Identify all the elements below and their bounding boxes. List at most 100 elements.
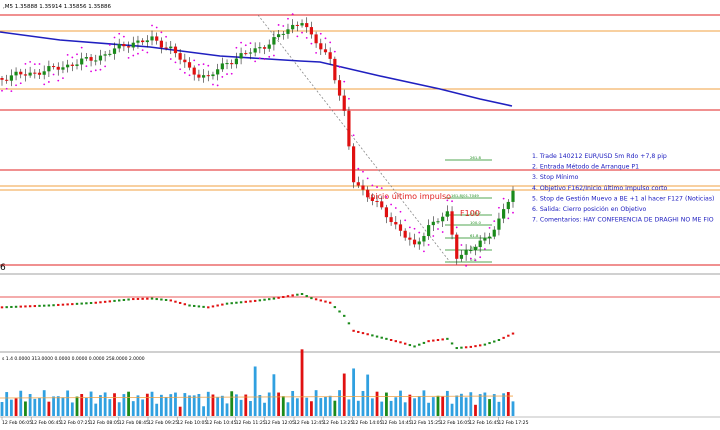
candle-body[interactable] [141,40,145,43]
candle-body[interactable] [33,72,37,74]
candle-body[interactable] [502,209,506,219]
candle-body[interactable] [225,63,229,65]
candle-body[interactable] [492,229,496,237]
candle-body[interactable] [108,53,112,55]
candle-body[interactable] [412,239,417,245]
candle-body[interactable] [441,216,445,222]
candle-body[interactable] [122,44,126,47]
candle-body[interactable] [220,63,224,70]
candle-body[interactable] [295,24,299,26]
candle-body[interactable] [281,33,285,35]
candle-body[interactable] [136,40,140,43]
candle-body[interactable] [403,230,407,238]
candle-body[interactable] [187,62,192,68]
candle-body[interactable] [169,46,173,49]
candle-body[interactable] [267,44,271,49]
candle-body[interactable] [66,64,70,68]
candle-body[interactable] [94,60,98,62]
candle-body[interactable] [89,57,93,61]
candle-body[interactable] [9,75,13,81]
candle-body[interactable] [417,241,421,245]
candle-body[interactable] [309,27,314,35]
candle-body[interactable] [511,190,515,202]
candle-body[interactable] [14,71,18,76]
candle-body[interactable] [75,64,79,66]
candle-body[interactable] [464,250,468,255]
candle-body[interactable] [248,52,253,54]
candle-body[interactable] [103,54,107,56]
candle-body[interactable] [244,53,248,55]
candle-body[interactable] [234,58,239,65]
candle-body[interactable] [323,49,328,53]
candle-body[interactable] [483,238,487,241]
candle-body[interactable] [398,224,403,231]
candle-body[interactable] [384,207,389,218]
candle-body[interactable] [319,43,323,50]
candle-body[interactable] [47,66,51,72]
candle-body[interactable] [431,221,435,226]
candle-body[interactable] [230,63,234,65]
candle-body[interactable] [276,34,281,38]
candle-body[interactable] [159,40,163,48]
candle-body[interactable] [183,59,187,63]
candle-body[interactable] [42,71,46,75]
candle-body[interactable] [352,146,356,183]
candle-body[interactable] [98,55,103,61]
candle-body[interactable] [150,36,154,41]
candle-body[interactable] [145,40,149,43]
candle-body[interactable] [389,217,393,223]
candle-body[interactable] [328,52,332,59]
candle-body[interactable] [286,29,290,34]
candle-body[interactable] [258,47,262,49]
candle-body[interactable] [192,67,196,75]
candle-body[interactable] [361,185,365,190]
candle-body[interactable] [239,53,243,59]
candle-body[interactable] [455,234,459,259]
candle-body[interactable] [173,46,178,54]
candle-body[interactable] [459,254,464,259]
candle-body[interactable] [450,211,454,235]
candle-body[interactable] [131,42,135,48]
candle-body[interactable] [56,66,60,70]
candle-body[interactable] [366,189,370,198]
candle-body[interactable] [211,74,215,77]
candle-body[interactable] [201,75,206,78]
candle-body[interactable] [262,47,267,49]
candle-body[interactable] [422,236,426,242]
candle-body[interactable] [342,95,346,111]
candle-body[interactable] [291,24,295,30]
trend-line-dotted[interactable] [257,14,451,263]
candle-body[interactable] [70,64,74,66]
candle-body[interactable] [112,48,117,54]
candle-body[interactable] [0,78,4,80]
candle-body[interactable] [61,67,65,70]
candle-body[interactable] [469,250,473,252]
candle-body[interactable] [347,110,351,147]
candle-body[interactable] [356,182,360,186]
candle-body[interactable] [300,23,304,26]
candle-body[interactable] [370,197,374,201]
candle-body[interactable] [478,240,482,248]
candle-body[interactable] [37,72,42,75]
candle-body[interactable] [19,71,23,75]
candle-body[interactable] [272,37,276,45]
candle-body[interactable] [380,201,384,208]
candle-body[interactable] [155,36,159,41]
candle-body[interactable] [333,58,337,81]
candle-body[interactable] [305,23,309,28]
candle-body[interactable] [337,80,342,96]
candle-body[interactable] [206,75,210,77]
candle-body[interactable] [126,46,131,48]
candle-body[interactable] [178,53,182,60]
candle-body[interactable] [216,69,220,75]
candle-body[interactable] [436,221,440,223]
candle-body[interactable] [28,72,32,76]
candle-body[interactable] [23,74,28,76]
candle-body[interactable] [117,44,121,49]
candle-body[interactable] [427,225,431,237]
candle-body[interactable] [394,222,398,225]
candle-body[interactable] [487,236,492,239]
candle-body[interactable] [51,66,56,68]
